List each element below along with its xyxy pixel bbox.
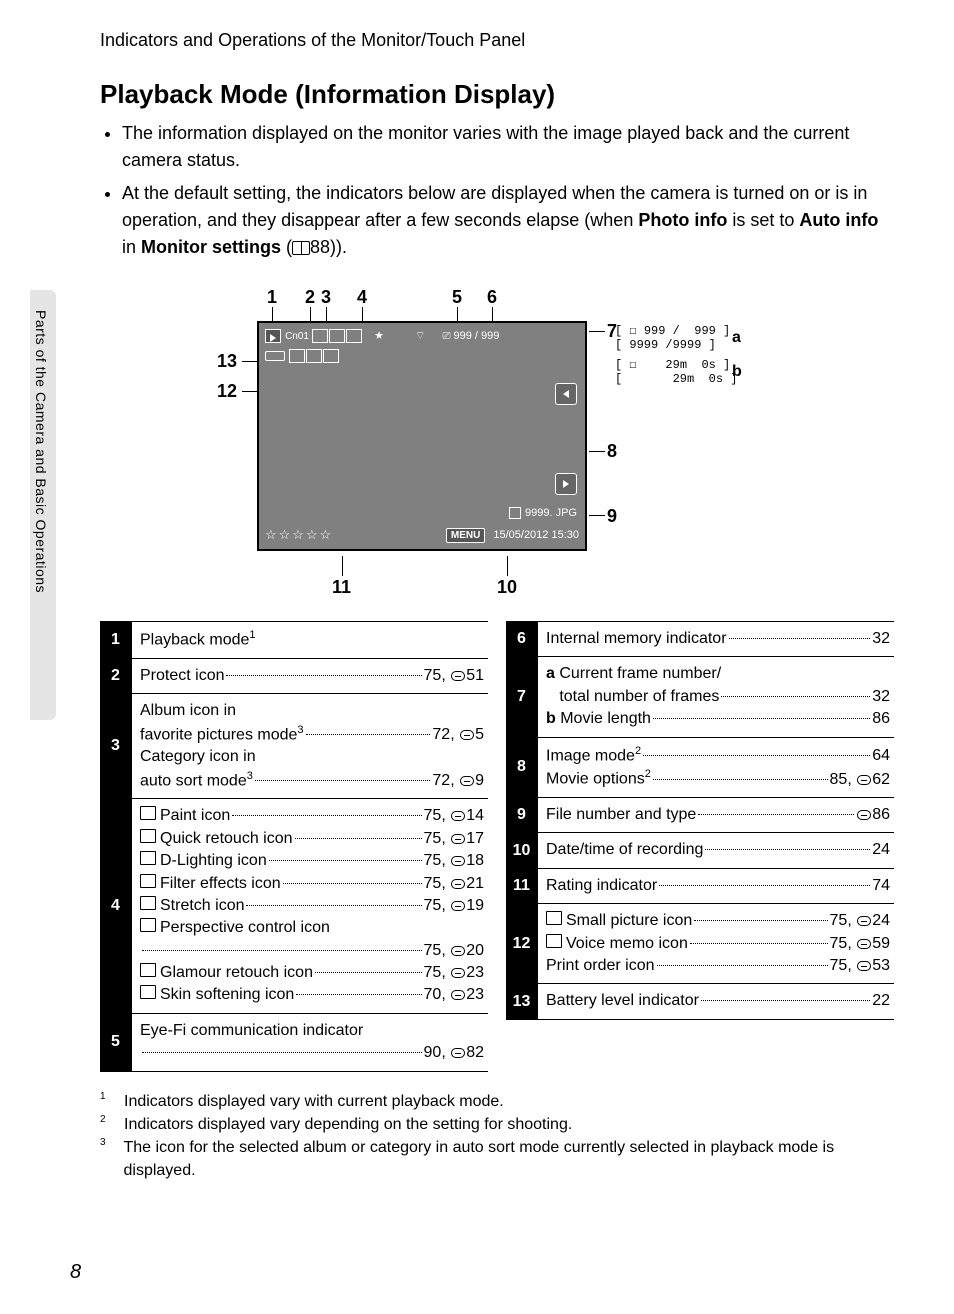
frame-counter: 999 / 999 bbox=[454, 330, 500, 342]
legend-number: 13 bbox=[506, 984, 538, 1018]
legend-row: 10Date/time of recording24 bbox=[506, 832, 894, 867]
callout-3: 3 bbox=[321, 287, 331, 308]
legend-row: 3Album icon infavorite pictures mode372,… bbox=[100, 693, 488, 798]
prev-arrow[interactable] bbox=[555, 383, 577, 405]
legend-row: 5Eye-Fi communication indicator90, 82 bbox=[100, 1013, 488, 1072]
menu-button[interactable]: MENU bbox=[446, 528, 485, 543]
section-title: Playback Mode (Information Display) bbox=[100, 79, 894, 110]
footnote: 3The icon for the selected album or cate… bbox=[100, 1136, 894, 1182]
callout-10: 10 bbox=[497, 577, 517, 598]
frame-readout-b: [ ☐ 29m 0s ] [ 29m 0s ] bbox=[615, 359, 737, 387]
callout-8: 8 bbox=[607, 441, 617, 462]
legend-row: 7a Current frame number/ total number of… bbox=[506, 656, 894, 736]
legend-desc: Rating indicator74 bbox=[538, 869, 894, 903]
legend-desc: Battery level indicator22 bbox=[538, 984, 894, 1018]
legend-row: 11Rating indicator74 bbox=[506, 868, 894, 903]
monitor-screen: Cn01 ★ ⌔ ⎚ 999 / 999 9999. JPG bbox=[257, 321, 587, 551]
legend-row: 1Playback mode1 bbox=[100, 621, 488, 658]
side-label-a: a bbox=[732, 329, 741, 347]
callout-12: 12 bbox=[217, 381, 237, 402]
legend-number: 7 bbox=[506, 657, 538, 736]
frame-readout-a: [ ☐ 999 / 999 ] [ 9999 /9999 ] bbox=[615, 325, 730, 353]
intro-bullet: At the default setting, the indicators b… bbox=[122, 180, 894, 261]
legend-row: 2Protect icon75, 51 bbox=[100, 658, 488, 693]
legend-number: 10 bbox=[506, 833, 538, 867]
next-arrow[interactable] bbox=[555, 473, 577, 495]
filename: 9999. JPG bbox=[525, 507, 577, 519]
legend-desc: Date/time of recording24 bbox=[538, 833, 894, 867]
intro-bullets: The information displayed on the monitor… bbox=[100, 120, 894, 261]
footnote: 2Indicators displayed vary depending on … bbox=[100, 1113, 894, 1136]
legend-number: 1 bbox=[100, 622, 132, 658]
legend-number: 11 bbox=[506, 869, 538, 903]
callout-9: 9 bbox=[607, 506, 617, 527]
legend-row: 13Battery level indicator22 bbox=[506, 983, 894, 1019]
legend-row: 9File number and type86 bbox=[506, 797, 894, 832]
legend-number: 8 bbox=[506, 738, 538, 797]
legend-row: 4Paint icon75, 14Quick retouch icon75, 1… bbox=[100, 798, 488, 1013]
legend-desc: a Current frame number/ total number of … bbox=[538, 657, 894, 736]
intro-bullet: The information displayed on the monitor… bbox=[122, 120, 894, 174]
callout-1: 1 bbox=[267, 287, 277, 308]
legend-row: 6Internal memory indicator32 bbox=[506, 621, 894, 656]
legend-number: 4 bbox=[100, 799, 132, 1013]
side-section-label: Parts of the Camera and Basic Operations bbox=[33, 310, 49, 593]
legend-desc: Eye-Fi communication indicator90, 82 bbox=[132, 1014, 488, 1071]
page-header: Indicators and Operations of the Monitor… bbox=[100, 30, 894, 51]
footnote: 1Indicators displayed vary with current … bbox=[100, 1090, 894, 1113]
legend-desc: Album icon infavorite pictures mode372, … bbox=[132, 694, 488, 798]
rating-stars: ☆☆☆☆☆ bbox=[265, 527, 333, 543]
legend-number: 12 bbox=[506, 904, 538, 983]
legend-desc: File number and type86 bbox=[538, 798, 894, 832]
callout-6: 6 bbox=[487, 287, 497, 308]
footnotes: 1Indicators displayed vary with current … bbox=[100, 1090, 894, 1183]
legend-number: 3 bbox=[100, 694, 132, 798]
page-number: 8 bbox=[70, 1261, 81, 1284]
legend-row: 8Image mode264Movie options285, 62 bbox=[506, 737, 894, 797]
datetime: 15/05/2012 15:30 bbox=[493, 529, 579, 541]
legend-desc: Paint icon75, 14Quick retouch icon75, 17… bbox=[132, 799, 488, 1013]
legend-desc: Small picture icon75, 24Voice memo icon7… bbox=[538, 904, 894, 983]
legend-desc: Protect icon75, 51 bbox=[132, 659, 488, 693]
legend-row: 12Small picture icon75, 24Voice memo ico… bbox=[506, 903, 894, 983]
legend-desc: Playback mode1 bbox=[132, 622, 488, 658]
legend-number: 5 bbox=[100, 1014, 132, 1071]
legend-number: 6 bbox=[506, 622, 538, 656]
legend-number: 2 bbox=[100, 659, 132, 693]
callout-5: 5 bbox=[452, 287, 462, 308]
callout-11: 11 bbox=[332, 577, 351, 598]
playback-diagram: 1 2 3 4 5 6 13 12 7 8 9 11 10 a b [ ☐ 99 bbox=[217, 281, 777, 601]
callout-13: 13 bbox=[217, 351, 237, 372]
callout-4: 4 bbox=[357, 287, 367, 308]
callout-2: 2 bbox=[305, 287, 315, 308]
legend-desc: Image mode264Movie options285, 62 bbox=[538, 738, 894, 797]
legend-desc: Internal memory indicator32 bbox=[538, 622, 894, 656]
legend-number: 9 bbox=[506, 798, 538, 832]
legend-table: 1Playback mode12Protect icon75, 513Album… bbox=[100, 621, 894, 1072]
